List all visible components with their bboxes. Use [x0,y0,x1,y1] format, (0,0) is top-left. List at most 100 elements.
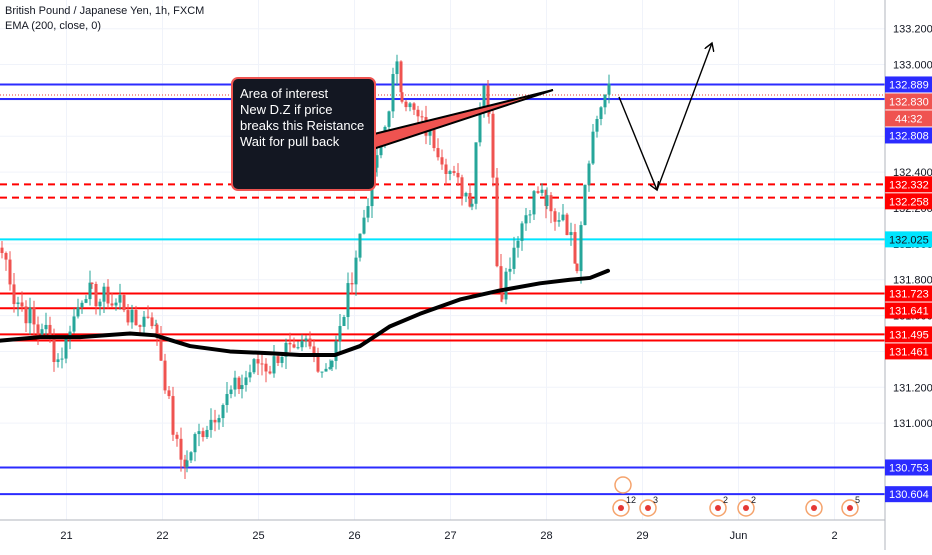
chart-legend: British Pound / Japanese Yen, 1h, FXCM E… [5,4,204,34]
candle-body [436,148,440,158]
time-tick-label: 26 [348,530,360,542]
candle-body [404,101,408,108]
candle-body [167,390,171,397]
event-count: 2 [723,495,728,505]
candle-body [94,283,98,307]
candle-body [599,107,603,119]
candle-body [379,144,383,156]
candle-body [603,94,607,108]
candle-body [72,316,76,332]
candle-body [12,284,16,305]
candle-body [292,344,296,348]
price-label-badge [885,193,932,210]
candle-body [460,177,464,197]
candle-body [48,324,52,339]
annotation-text-line: Wait for pull back [240,134,340,149]
candle-body [452,171,456,173]
time-tick-label: 25 [252,530,264,542]
candle-body [88,282,92,300]
candle-body [346,283,350,318]
candle-body [0,247,4,254]
candle-body [134,309,138,326]
candle-body [76,307,80,317]
candle-body [102,286,106,302]
candle-body [428,128,432,136]
candle-body [579,225,583,272]
candle-body [448,171,452,174]
event-dot [715,505,721,511]
event-count: 3 [653,495,658,505]
projection-arrow-up [656,43,712,191]
candle-body [248,372,252,378]
time-tick-label: 2 [831,530,837,542]
event-marker[interactable]: 3 [639,495,658,517]
candle-body [284,342,288,357]
candle-body [470,203,474,207]
candle-body [324,368,328,372]
annotation-text-line: breaks this Reistance [240,118,364,133]
event-marker[interactable]: 5 [841,495,860,517]
candle-body [138,325,142,327]
candle-body [512,247,516,269]
price-label-text: 132.808 [889,130,929,142]
candle-body [221,405,225,419]
candle-body [478,111,482,143]
candle-body [189,452,193,461]
event-marker[interactable]: 2 [737,495,756,517]
candle-body [56,359,60,362]
candle-body [240,385,244,390]
ema-line [0,268,610,358]
candle-body [561,214,565,221]
candle-body [499,266,503,292]
price-label-text: 130.753 [889,462,929,474]
candle-body [328,367,332,369]
candle-body [24,306,28,324]
annotation-text-line: Area of interest [240,86,329,101]
candle-body [146,316,150,318]
candle-body [225,394,229,406]
candle-body [468,193,472,207]
event-dot [847,505,853,511]
candle-body [183,459,187,468]
candle-body [201,431,205,438]
candle-body [272,356,276,374]
ema-200-line [0,268,610,358]
candle-body [213,419,217,423]
symbol-title[interactable]: British Pound / Japanese Yen, 1h, FXCM [5,5,205,17]
event-dot [743,505,749,511]
time-tick-label: 21 [60,530,72,542]
price-tick-label: 131.000 [893,418,932,430]
candle-body [569,232,573,236]
price-label-text: 132.025 [889,234,929,246]
candle-body [114,302,118,306]
candle-body [28,307,32,324]
event-dot [645,505,651,511]
candle-body [155,324,159,337]
candle-body [175,434,179,439]
candle-body [516,240,520,248]
candle-body [591,131,595,164]
candle-body [312,346,316,354]
candle-body [288,342,292,345]
event-markers[interactable]: 12 3 2 2 5 [612,476,860,517]
candle-body [557,220,561,222]
event-marker[interactable]: 12 [612,495,636,517]
candle-body [84,299,88,303]
event-dot [618,505,624,511]
event-marker[interactable] [805,499,823,517]
price-label-text: 132.830 [889,96,929,108]
candle-body [296,347,300,349]
price-labels: 132.889 132.830 44:32 132.808 132.332 132.258… [885,76,932,503]
candle-body [60,358,64,360]
candle-body [464,193,468,197]
candle-body [320,371,324,373]
candle-body [80,302,84,308]
event-marker[interactable]: 2 [709,495,728,517]
indicator-label[interactable]: EMA (200, close, 0) [5,20,101,32]
candle-body [126,310,130,323]
